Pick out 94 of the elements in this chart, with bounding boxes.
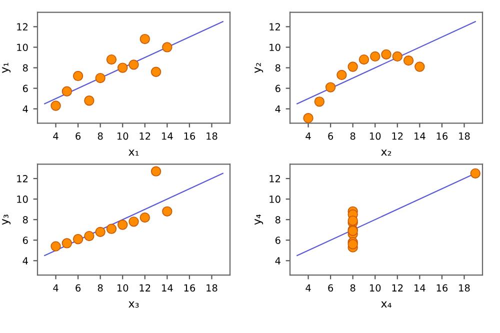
y-tick-label: 8 xyxy=(275,216,280,224)
x-tick-label: 14 xyxy=(162,132,173,140)
x-tick-label: 6 xyxy=(328,132,334,140)
point xyxy=(140,212,150,223)
point xyxy=(358,54,370,65)
point xyxy=(106,224,117,234)
y-tick-label: 12 xyxy=(17,23,28,30)
x-tick-label: 4 xyxy=(53,284,58,292)
point xyxy=(128,216,139,227)
x-tick-label: 4 xyxy=(306,132,311,140)
point xyxy=(128,60,139,70)
x-tick-label: 10 xyxy=(117,284,128,292)
point xyxy=(392,51,402,62)
y-tick-label: 10 xyxy=(270,44,280,52)
point xyxy=(336,70,347,80)
x-tick-label: 14 xyxy=(414,284,426,292)
point xyxy=(470,168,480,178)
point xyxy=(150,66,162,77)
y-tick-label: 8 xyxy=(22,216,28,224)
point xyxy=(84,230,94,242)
x-tick-label: 16 xyxy=(184,284,196,292)
x-tick-label: 4 xyxy=(53,132,58,140)
x-tick-label: 8 xyxy=(350,284,356,292)
x-tick-label: 8 xyxy=(98,132,103,140)
y-axis-title: y₄ xyxy=(254,214,264,225)
x-tick-label: 16 xyxy=(436,132,448,140)
y-tick-label: 4 xyxy=(22,257,28,264)
y-tick-label: 6 xyxy=(22,236,28,244)
point xyxy=(370,51,380,62)
point xyxy=(106,54,117,65)
y-tick-label: 4 xyxy=(22,105,28,113)
y-axis-title: y₂ xyxy=(254,62,264,73)
y-tick-label: 8 xyxy=(275,64,280,72)
x-tick-label: 10 xyxy=(370,132,381,140)
x-tick-label: 18 xyxy=(459,132,470,140)
point xyxy=(414,62,425,72)
point xyxy=(95,226,106,238)
point xyxy=(72,234,84,244)
y-axis-title: y₃ xyxy=(2,214,11,225)
x-tick-label: 16 xyxy=(436,284,448,292)
x-tick-label: 12 xyxy=(392,132,403,140)
point xyxy=(381,49,392,60)
point xyxy=(50,100,61,111)
x-tick-label: 14 xyxy=(414,132,426,140)
x-axis-title: x₄ xyxy=(381,301,392,308)
x-tick-label: 18 xyxy=(206,132,218,140)
x-tick-label: 14 xyxy=(162,284,173,292)
y-tick-label: 6 xyxy=(275,236,280,244)
y-tick-label: 6 xyxy=(275,84,280,92)
x-axis-title: x₃ xyxy=(128,301,139,308)
point xyxy=(162,206,172,216)
x-axis-title: x₁ xyxy=(128,150,139,156)
y-tick-label: 10 xyxy=(17,196,28,203)
x-axis-title: x₂ xyxy=(381,150,392,156)
point xyxy=(118,62,128,73)
y-tick-label: 4 xyxy=(275,257,280,264)
y-tick-label: 10 xyxy=(17,44,28,52)
point xyxy=(62,238,72,248)
x-tick-label: 6 xyxy=(328,284,334,292)
point xyxy=(314,96,324,107)
x-tick-label: 6 xyxy=(76,132,81,140)
point xyxy=(348,62,358,72)
x-tick-label: 18 xyxy=(206,284,218,292)
y-tick-label: 10 xyxy=(270,196,280,203)
x-tick-label: 12 xyxy=(392,284,403,292)
point xyxy=(50,241,61,252)
point xyxy=(118,220,128,230)
x-tick-label: 6 xyxy=(76,284,81,292)
point xyxy=(325,82,336,92)
y-tick-label: 12 xyxy=(270,175,280,182)
point xyxy=(95,72,106,84)
x-tick-label: 10 xyxy=(117,132,128,140)
y-tick-label: 12 xyxy=(17,175,28,182)
point xyxy=(72,70,84,82)
point xyxy=(140,34,150,44)
x-tick-label: 8 xyxy=(350,132,356,140)
point xyxy=(150,166,162,176)
y-tick-label: 6 xyxy=(22,84,28,92)
point xyxy=(303,113,314,124)
y-tick-label: 12 xyxy=(270,23,280,30)
x-tick-label: 12 xyxy=(140,284,150,292)
y-tick-label: 4 xyxy=(275,105,280,113)
y-tick-label: 8 xyxy=(22,64,28,72)
point xyxy=(62,86,72,96)
point xyxy=(162,42,172,52)
x-tick-label: 4 xyxy=(306,284,311,292)
y-axis-title: y₁ xyxy=(2,62,11,73)
x-tick-label: 8 xyxy=(98,284,103,292)
x-tick-label: 12 xyxy=(140,132,150,140)
point xyxy=(403,56,414,66)
x-tick-label: 10 xyxy=(370,284,381,292)
x-tick-label: 16 xyxy=(184,132,196,140)
point xyxy=(84,96,94,106)
x-tick-label: 18 xyxy=(459,284,470,292)
